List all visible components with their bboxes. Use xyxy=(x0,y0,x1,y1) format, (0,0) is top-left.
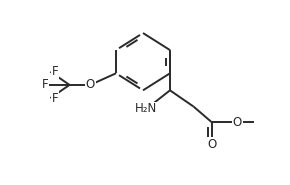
Text: H₂N: H₂N xyxy=(135,102,157,115)
Text: O: O xyxy=(233,116,242,129)
Text: F: F xyxy=(52,65,58,78)
Text: F: F xyxy=(42,78,48,91)
Text: F: F xyxy=(52,92,58,105)
Text: O: O xyxy=(86,78,95,91)
Text: O: O xyxy=(207,138,216,151)
